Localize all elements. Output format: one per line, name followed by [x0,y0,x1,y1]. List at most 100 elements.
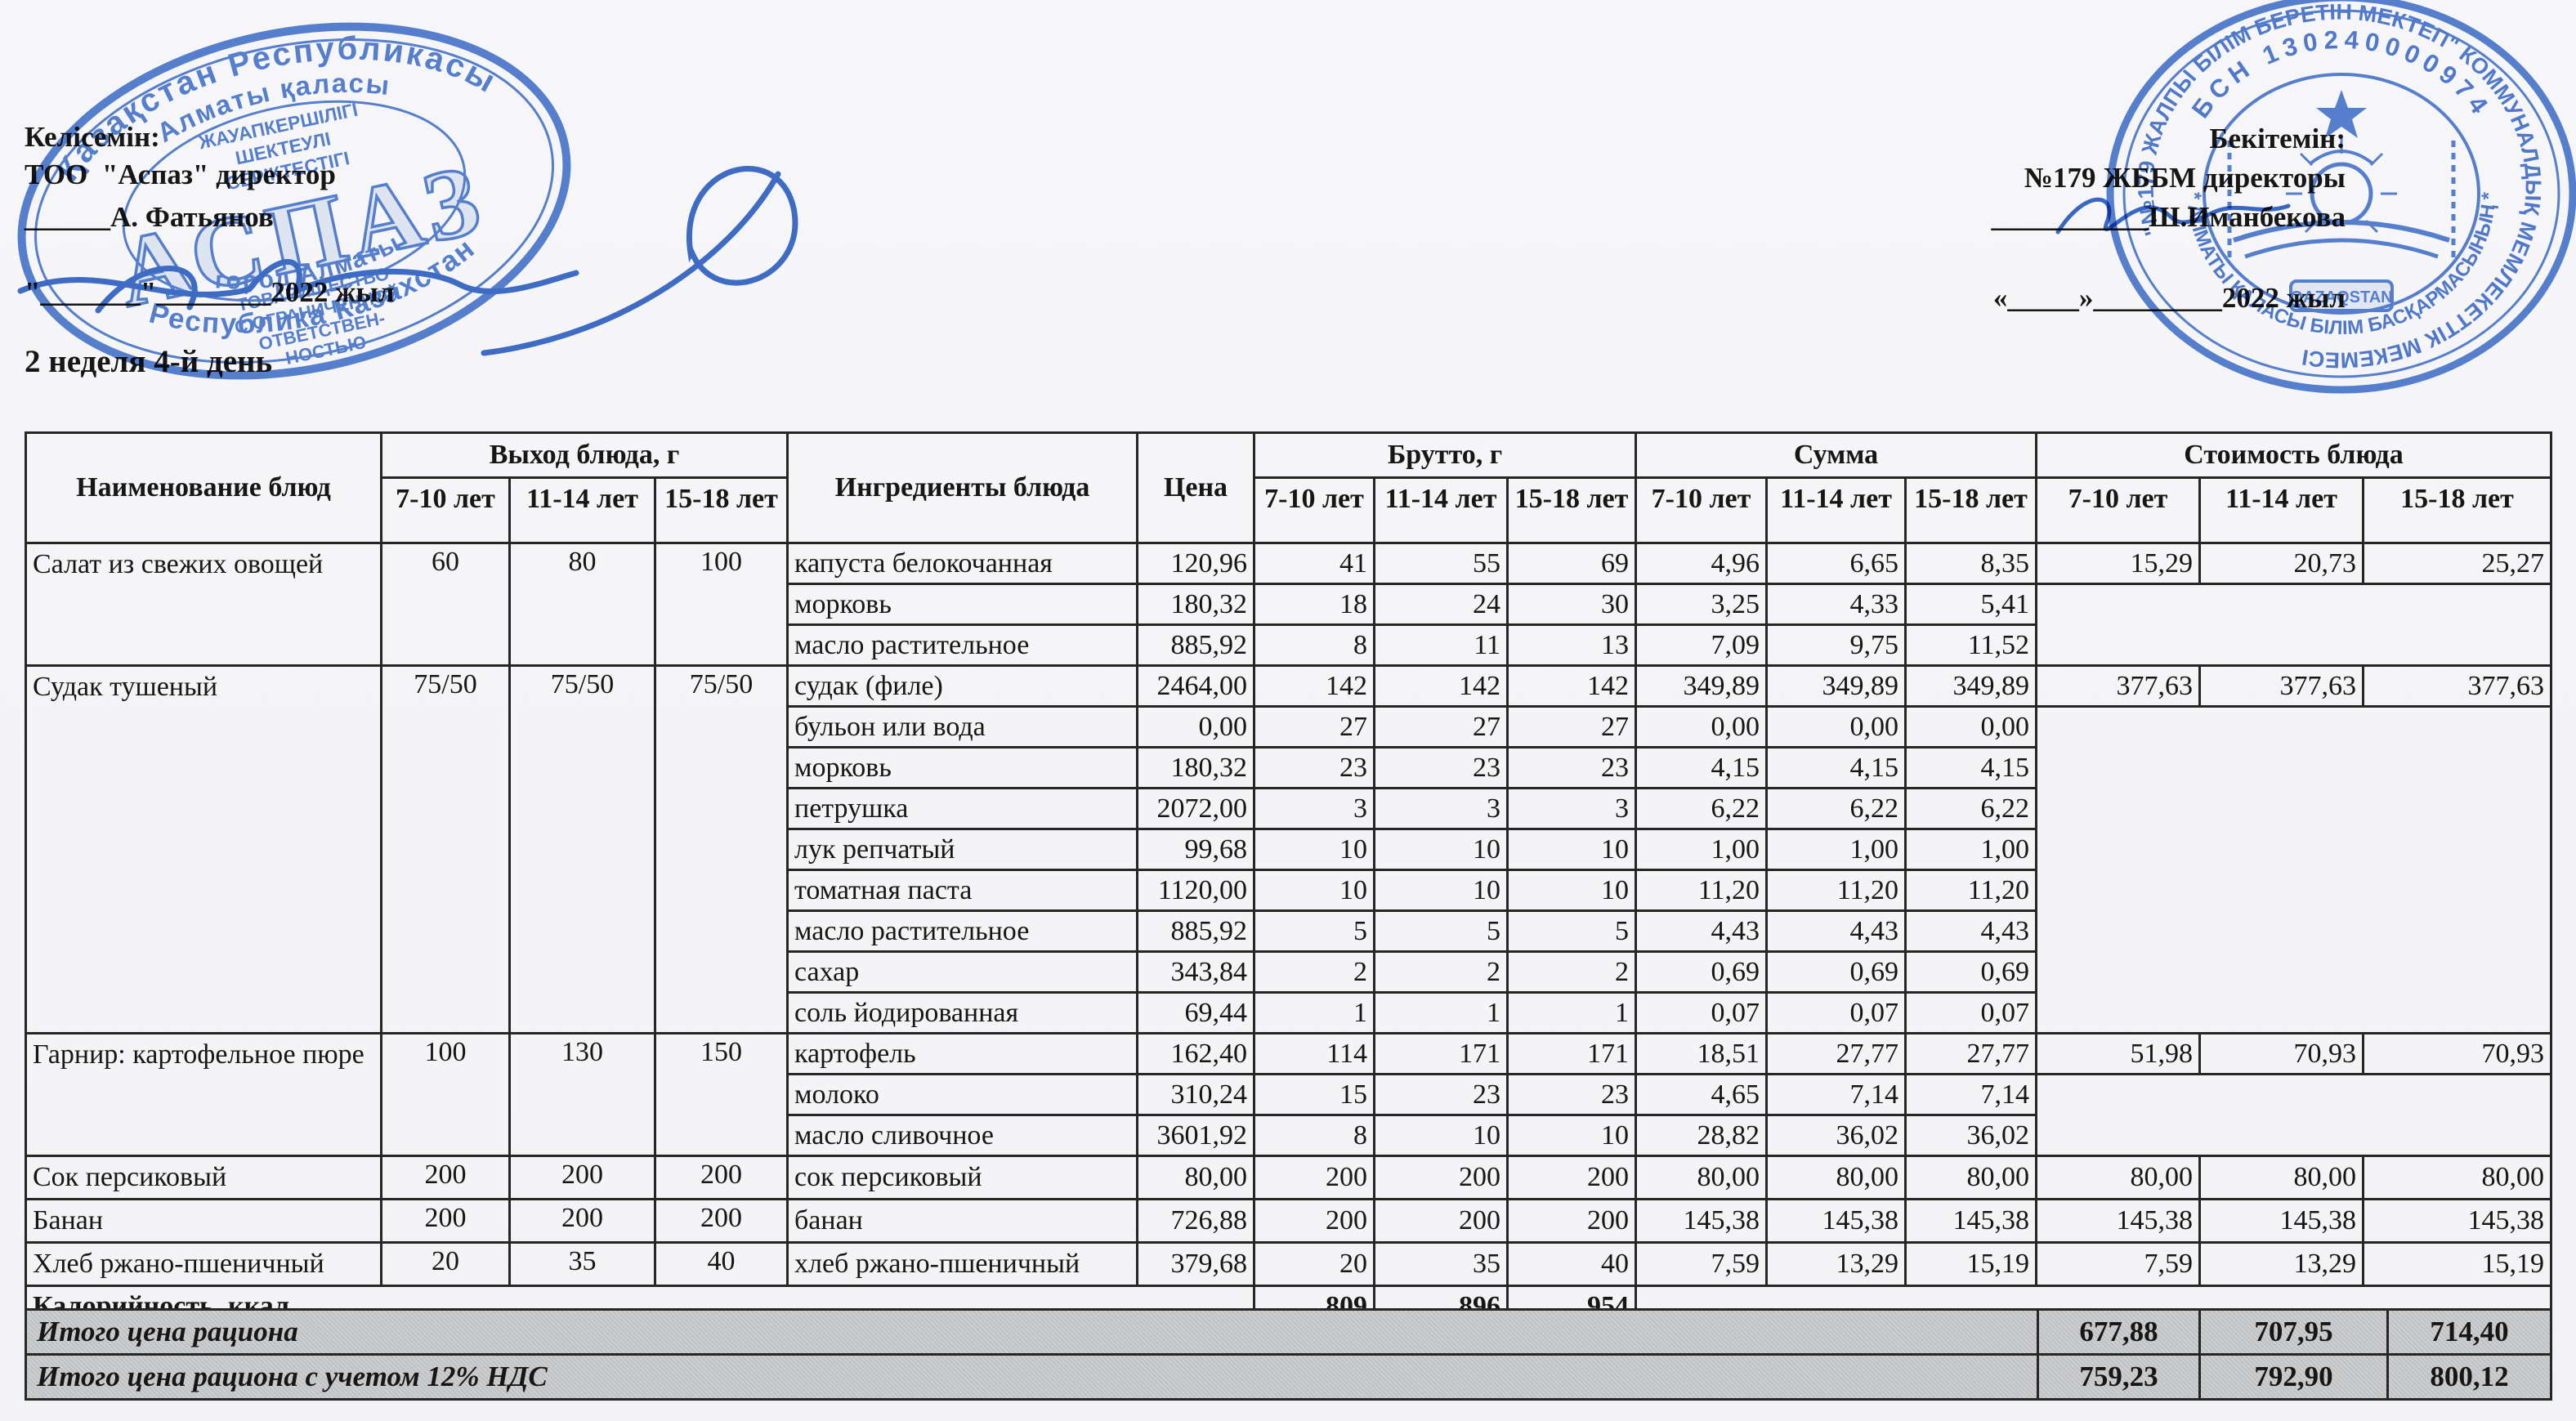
output-cell: 60 [380,542,511,667]
col-header-brutto-group: Брутто, г [1253,431,1637,479]
cost-empty-cell [2035,583,2552,667]
col-header-age: 7-10 лет [380,476,511,544]
total-ration-vat-label: Итого цена рациона с учетом 12% НДС [25,1353,2039,1401]
ingredient-name: сахар [786,950,1138,994]
sum-cell: 349,89 [1904,664,2037,708]
kazakhstan-emblem-icon: QAZAQSTAN [2227,90,2456,312]
col-header-age: 11-14 лет [1765,476,1907,544]
cost-cell: 377,63 [2035,664,2201,708]
sum-cell: 80,00 [1904,1155,2037,1200]
brutto-cell: 20 [1253,1241,1375,1287]
sum-cell: 80,00 [1765,1155,1907,1200]
output-cell: 20 [380,1241,511,1287]
sum-cell: 1,00 [1635,828,1768,871]
sum-cell: 6,22 [1904,787,2037,830]
cost-cell: 25,27 [2362,542,2552,585]
cost-cell: 13,29 [2198,1241,2364,1287]
ingredient-name: бульон или вода [786,705,1138,748]
cost-cell: 20,73 [2198,542,2364,585]
brutto-cell: 23 [1373,746,1509,789]
brutto-cell: 142 [1373,664,1509,708]
dish-name: Сок персиковый [25,1155,382,1200]
price-cell: 3601,92 [1136,1114,1255,1157]
sum-cell: 349,89 [1635,664,1768,708]
price-cell: 1120,00 [1136,869,1255,912]
sum-cell: 0,00 [1904,705,2037,748]
sum-cell: 28,82 [1635,1114,1768,1157]
col-header-age: 11-14 лет [508,476,656,544]
stamp-center-text: QAZAQSTAN [2290,288,2392,306]
sum-cell: 1,00 [1765,828,1907,871]
sum-cell: 6,22 [1635,787,1768,830]
brutto-cell: 5 [1506,909,1637,953]
sum-cell: 7,09 [1635,623,1768,667]
sum-cell: 9,75 [1765,623,1907,667]
brutto-cell: 23 [1506,746,1637,789]
cost-empty-cell [2035,705,2552,1034]
brutto-cell: 2 [1506,950,1637,994]
brutto-cell: 10 [1373,1114,1509,1157]
price-cell: 120,96 [1136,542,1255,585]
aspaz-oval-stamp-icon: Қазақстан Республикасы Алматы қаласы гор… [17,7,798,380]
col-header-age: 7-10 лет [2035,476,2201,544]
sum-cell: 4,96 [1635,542,1768,585]
price-cell: 343,84 [1136,950,1255,994]
sum-cell: 18,51 [1635,1032,1768,1075]
menu-table: Наименование блюд Выход блюда, г Ингреди… [25,431,2552,1328]
price-cell: 80,00 [1136,1155,1255,1200]
brutto-cell: 10 [1373,828,1509,871]
sum-cell: 27,77 [1904,1032,2037,1075]
brutto-cell: 11 [1373,623,1509,667]
cost-cell: 7,59 [2035,1241,2201,1287]
dish-name: Судак тушеный [25,664,382,1034]
sum-cell: 7,59 [1635,1241,1768,1287]
brutto-cell: 200 [1506,1155,1637,1200]
total-ration-value: 714,40 [2386,1308,2552,1356]
output-cell: 100 [380,1032,511,1157]
brutto-cell: 55 [1373,542,1509,585]
approval-right-line1: Бекітемін: [2209,123,2346,154]
approval-left-line2: ТОО "Аспаз" директор [25,159,336,190]
brutto-cell: 27 [1253,705,1375,748]
cost-empty-cell [2035,1073,2552,1157]
sum-cell: 27,77 [1765,1032,1907,1075]
cost-cell: 80,00 [2035,1155,2201,1200]
brutto-cell: 3 [1506,787,1637,830]
price-cell: 310,24 [1136,1073,1255,1116]
output-cell: 75/50 [508,664,656,1034]
cost-cell: 70,93 [2362,1032,2552,1075]
col-header-age: 15-18 лет [1904,476,2037,544]
brutto-cell: 10 [1253,828,1375,871]
sum-cell: 11,20 [1765,869,1907,912]
ingredient-name: петрушка [786,787,1138,830]
brutto-cell: 69 [1506,542,1637,585]
ingredient-name: банан [786,1198,1138,1244]
cost-cell: 15,29 [2035,542,2201,585]
brutto-cell: 10 [1373,869,1509,912]
price-cell: 0,00 [1136,705,1255,748]
ingredient-name: соль йодированная [786,991,1138,1034]
sum-cell: 349,89 [1765,664,1907,708]
col-header-ingredients: Ингредиенты блюда [786,431,1138,544]
brutto-cell: 142 [1253,664,1375,708]
output-cell: 200 [654,1198,789,1244]
brutto-cell: 5 [1253,909,1375,953]
total-ration-vat-value: 800,12 [2386,1353,2552,1401]
brutto-cell: 8 [1253,623,1375,667]
price-cell: 2072,00 [1136,787,1255,830]
brutto-cell: 24 [1373,583,1509,626]
brutto-cell: 200 [1506,1198,1637,1244]
col-header-age: 15-18 лет [654,476,789,544]
output-cell: 150 [654,1032,789,1157]
sum-cell: 4,33 [1765,583,1907,626]
cost-cell: 145,38 [2198,1198,2364,1244]
sum-cell: 6,22 [1765,787,1907,830]
cost-cell: 70,93 [2198,1032,2364,1075]
cost-cell: 377,63 [2362,664,2552,708]
brutto-cell: 40 [1506,1241,1637,1287]
col-header-dish-name: Наименование блюд [25,431,382,544]
brutto-cell: 200 [1253,1155,1375,1200]
sum-cell: 7,14 [1765,1073,1907,1116]
approval-left-line1: Келісемін: [25,121,160,153]
brutto-cell: 23 [1253,746,1375,789]
